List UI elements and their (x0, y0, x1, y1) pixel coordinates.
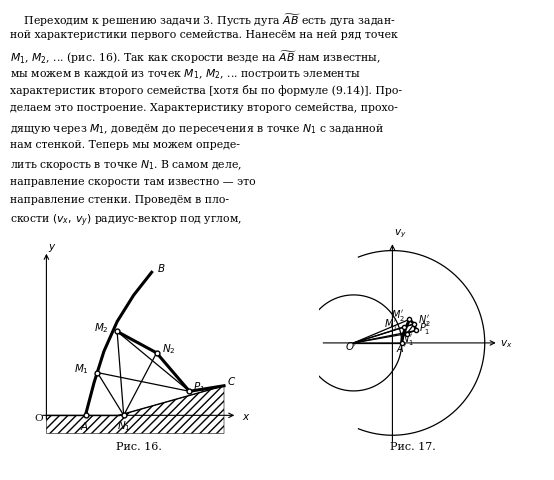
Text: $A'$: $A'$ (396, 341, 408, 353)
Text: $N_1$: $N_1$ (117, 419, 131, 432)
Text: направление стенки. Проведём в пло-: направление стенки. Проведём в пло- (10, 194, 229, 204)
Text: $C$: $C$ (227, 374, 236, 386)
Text: мы можем в каждой из точек $M_1$, $M_2$, ... построить элементы: мы можем в каждой из точек $M_1$, $M_2$,… (10, 67, 361, 81)
Text: лить скорость в точке $N_1$. В самом деле,: лить скорость в точке $N_1$. В самом дел… (10, 158, 242, 172)
Text: O: O (34, 413, 43, 422)
Text: $M_2'$: $M_2'$ (391, 307, 405, 322)
Text: $N_1'$: $N_1'$ (401, 331, 414, 347)
Text: Рис. 17.: Рис. 17. (390, 441, 435, 451)
Text: характеристик второго семейства [хотя бы по формуле (9.14)]. Про-: характеристик второго семейства [хотя бы… (10, 85, 402, 96)
Text: $v_x$: $v_x$ (500, 337, 512, 349)
Text: $A$: $A$ (80, 419, 89, 431)
Text: Рис. 16.: Рис. 16. (116, 441, 161, 451)
Text: $N_2$: $N_2$ (162, 341, 175, 355)
Text: $M_1$: $M_1$ (74, 361, 89, 375)
Text: $O'$: $O'$ (345, 340, 358, 353)
Text: ной характеристики первого семейства. Нанесём на ней ряд точек: ной характеристики первого семейства. На… (10, 30, 398, 40)
Text: скости $(v_x,\, v_y)$ радиус-вектор под углом,: скости $(v_x,\, v_y)$ радиус-вектор под … (10, 213, 242, 229)
Text: $x$: $x$ (242, 411, 250, 421)
Text: $y$: $y$ (48, 242, 57, 254)
Text: делаем это построение. Характеристику второго семейства, прохо-: делаем это построение. Характеристику вт… (10, 103, 398, 113)
Text: Переходим к решению задачи 3. Пусть дуга $\widetilde{AB}$ есть дуга задан-: Переходим к решению задачи 3. Пусть дуга… (10, 12, 396, 29)
Polygon shape (47, 386, 224, 433)
Text: дящую через $M_1$, доведём до пересечения в точке $N_1$ с заданной: дящую через $M_1$, доведём до пересечени… (10, 121, 384, 135)
Text: $v_y$: $v_y$ (394, 228, 407, 240)
Text: $M_1$, $M_2$, ... (рис. 16). Так как скорости везде на $\widetilde{AB}$ нам изве: $M_1$, $M_2$, ... (рис. 16). Так как ско… (10, 48, 381, 65)
Text: $P_1$: $P_1$ (193, 380, 206, 394)
Text: $N_2'$: $N_2'$ (418, 312, 430, 327)
Text: $B$: $B$ (157, 261, 165, 273)
Text: $P_1'$: $P_1'$ (419, 320, 430, 335)
Text: направление скорости там известно — это: направление скорости там известно — это (10, 176, 255, 186)
Text: нам стенкой. Теперь мы можем опреде-: нам стенкой. Теперь мы можем опреде- (10, 140, 240, 150)
Text: $M_2$: $M_2$ (94, 320, 109, 334)
Text: $M_1'$: $M_1'$ (384, 316, 398, 331)
